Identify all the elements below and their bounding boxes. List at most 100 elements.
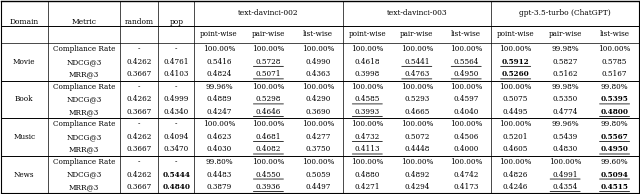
Text: 0.4991: 0.4991 (552, 171, 578, 178)
Text: 0.5167: 0.5167 (602, 70, 627, 78)
Text: 0.4585: 0.4585 (355, 95, 380, 103)
Text: 100.00%: 100.00% (401, 45, 433, 53)
Text: 100.00%: 100.00% (351, 120, 383, 128)
Text: 0.3993: 0.3993 (355, 108, 380, 116)
Text: 0.5072: 0.5072 (404, 133, 429, 141)
Text: -: - (175, 83, 177, 91)
Text: 100.00%: 100.00% (450, 45, 483, 53)
Text: 0.4495: 0.4495 (503, 108, 529, 116)
Text: Compliance Rate: Compliance Rate (52, 120, 115, 128)
Text: 0.4618: 0.4618 (355, 58, 380, 66)
Text: 0.4515: 0.4515 (601, 183, 628, 191)
Text: 100.00%: 100.00% (301, 83, 334, 91)
Text: 99.60%: 99.60% (601, 158, 628, 166)
Text: 100.00%: 100.00% (252, 158, 285, 166)
Text: 0.3879: 0.3879 (206, 183, 232, 191)
Text: MRR@3: MRR@3 (68, 70, 99, 78)
Text: 0.5564: 0.5564 (454, 58, 479, 66)
Text: 0.4000: 0.4000 (454, 146, 479, 153)
Text: 0.4824: 0.4824 (206, 70, 232, 78)
Text: 100.00%: 100.00% (401, 120, 433, 128)
Text: 99.98%: 99.98% (551, 45, 579, 53)
Text: -: - (175, 45, 177, 53)
Text: 99.80%: 99.80% (205, 158, 233, 166)
Text: 0.4774: 0.4774 (552, 108, 578, 116)
Text: MRR@3: MRR@3 (68, 183, 99, 191)
Text: 0.4800: 0.4800 (600, 108, 628, 116)
Text: 0.4761: 0.4761 (164, 58, 189, 66)
Text: 0.5162: 0.5162 (552, 70, 578, 78)
Text: 100.00%: 100.00% (252, 45, 285, 53)
Text: 0.3667: 0.3667 (127, 183, 152, 191)
Text: 0.4763: 0.4763 (404, 70, 429, 78)
Text: pair-wise: pair-wise (548, 30, 582, 38)
Text: point-wise: point-wise (349, 30, 386, 38)
Text: 0.4030: 0.4030 (206, 146, 232, 153)
Text: pop: pop (170, 18, 183, 26)
Text: 100.00%: 100.00% (450, 158, 483, 166)
Text: 99.98%: 99.98% (551, 83, 579, 91)
Text: 100.00%: 100.00% (549, 158, 581, 166)
Text: NDCG@3: NDCG@3 (66, 133, 102, 141)
Text: 0.4113: 0.4113 (355, 146, 380, 153)
Text: 100.00%: 100.00% (499, 120, 532, 128)
Text: 0.3750: 0.3750 (305, 146, 330, 153)
Text: 0.5395: 0.5395 (601, 95, 628, 103)
Text: 99.96%: 99.96% (551, 120, 579, 128)
Text: 0.5785: 0.5785 (602, 58, 627, 66)
Text: 0.4448: 0.4448 (404, 146, 429, 153)
Text: Compliance Rate: Compliance Rate (52, 45, 115, 53)
Text: 100.00%: 100.00% (499, 45, 532, 53)
Text: text-davinci-003: text-davinci-003 (387, 9, 447, 17)
Text: 0.5439: 0.5439 (552, 133, 578, 141)
Text: MRR@3: MRR@3 (68, 146, 99, 153)
Text: 0.5441: 0.5441 (404, 58, 429, 66)
Text: 0.3667: 0.3667 (127, 70, 152, 78)
Text: 0.4892: 0.4892 (404, 171, 429, 178)
Text: 0.4262: 0.4262 (127, 171, 152, 178)
Text: 99.80%: 99.80% (601, 83, 628, 91)
Text: 0.4262: 0.4262 (127, 95, 152, 103)
Text: 0.3998: 0.3998 (355, 70, 380, 78)
Text: 99.80%: 99.80% (601, 120, 628, 128)
Text: 0.4103: 0.4103 (164, 70, 189, 78)
Text: 100.00%: 100.00% (401, 158, 433, 166)
Text: 0.4340: 0.4340 (164, 108, 189, 116)
Text: NDCG@3: NDCG@3 (66, 58, 102, 66)
Text: 0.4262: 0.4262 (127, 58, 152, 66)
Text: 100.00%: 100.00% (301, 45, 334, 53)
Text: 100.00%: 100.00% (301, 120, 334, 128)
Text: 0.4262: 0.4262 (127, 133, 152, 141)
Text: 0.4247: 0.4247 (206, 108, 232, 116)
Text: Compliance Rate: Compliance Rate (52, 83, 115, 91)
Text: 100.00%: 100.00% (351, 83, 383, 91)
Text: 0.4880: 0.4880 (355, 171, 380, 178)
Text: 0.4497: 0.4497 (305, 183, 330, 191)
Text: 100.00%: 100.00% (252, 120, 285, 128)
Text: 0.4742: 0.4742 (454, 171, 479, 178)
Text: 100.00%: 100.00% (450, 83, 483, 91)
Text: 100.00%: 100.00% (351, 158, 383, 166)
Text: 0.4094: 0.4094 (164, 133, 189, 141)
Text: -: - (175, 120, 177, 128)
Text: NDCG@3: NDCG@3 (66, 171, 102, 178)
Text: 0.4294: 0.4294 (404, 183, 429, 191)
Text: 100.00%: 100.00% (252, 83, 285, 91)
Text: 0.4646: 0.4646 (256, 108, 281, 116)
Text: 100.00%: 100.00% (301, 158, 334, 166)
Text: Book: Book (15, 95, 33, 103)
Text: 0.4246: 0.4246 (503, 183, 529, 191)
Text: 0.3667: 0.3667 (127, 146, 152, 153)
Text: 0.5260: 0.5260 (502, 70, 529, 78)
Text: 0.4999: 0.4999 (164, 95, 189, 103)
Text: 100.00%: 100.00% (598, 45, 631, 53)
Text: 0.4665: 0.4665 (404, 108, 429, 116)
Text: text-davinci-002: text-davinci-002 (238, 9, 299, 17)
Text: point-wise: point-wise (200, 30, 238, 38)
Text: Movie: Movie (13, 58, 35, 66)
Text: 0.4290: 0.4290 (305, 95, 330, 103)
Text: 0.5728: 0.5728 (256, 58, 281, 66)
Text: 0.4623: 0.4623 (206, 133, 232, 141)
Text: 0.5075: 0.5075 (503, 95, 529, 103)
Text: Metric: Metric (71, 18, 97, 26)
